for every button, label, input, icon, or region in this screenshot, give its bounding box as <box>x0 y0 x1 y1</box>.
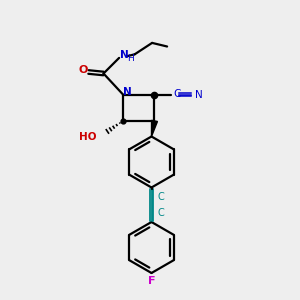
Text: N: N <box>120 50 129 60</box>
Text: C: C <box>158 208 164 218</box>
Polygon shape <box>152 120 158 136</box>
Text: F: F <box>148 276 155 286</box>
Text: N: N <box>122 86 131 97</box>
Text: N: N <box>195 89 203 100</box>
Text: H: H <box>127 54 134 63</box>
Text: C: C <box>158 191 164 202</box>
Text: HO: HO <box>80 132 97 142</box>
Text: O: O <box>78 64 88 75</box>
Text: C: C <box>173 89 181 99</box>
